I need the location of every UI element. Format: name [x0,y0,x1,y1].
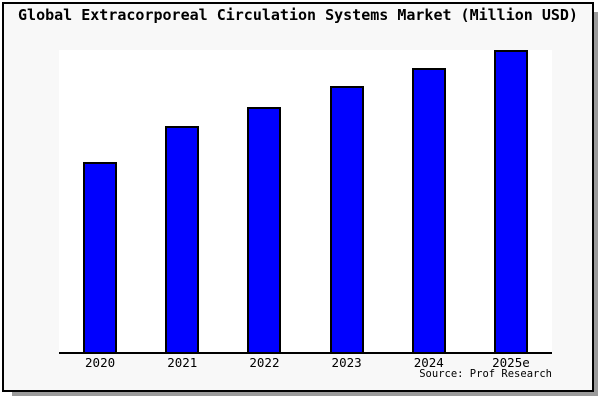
bar-2021 [165,125,200,352]
x-tick-label-2024: 2024 [413,355,444,370]
plot-area [59,50,552,354]
chart-frame: Global Extracorporeal Circulation System… [2,2,594,392]
x-tick-label-2020: 2020 [85,355,116,370]
bar-2024 [411,68,446,352]
x-tick-label-2023: 2023 [331,355,362,370]
bar-slot-2025e [470,50,552,352]
x-tick-label-2021: 2021 [167,355,198,370]
x-tick-label-2022: 2022 [249,355,280,370]
bar-slot-2024 [388,50,470,352]
bar-slot-2020 [59,50,141,352]
bar-2023 [329,86,364,352]
bar-slot-2021 [141,50,223,352]
bar-2020 [83,161,118,352]
bar-2022 [247,107,282,352]
chart-title: Global Extracorporeal Circulation System… [18,6,578,24]
bar-slot-2022 [223,50,305,352]
x-tick-label-2025e: 2025e [492,355,530,370]
source-label: Source: Prof Research [419,368,552,380]
x-axis-labels: 2020 2021 2022 2023 2024 2025e [59,355,552,370]
bar-2025e [493,50,528,352]
bar-slot-2023 [306,50,388,352]
